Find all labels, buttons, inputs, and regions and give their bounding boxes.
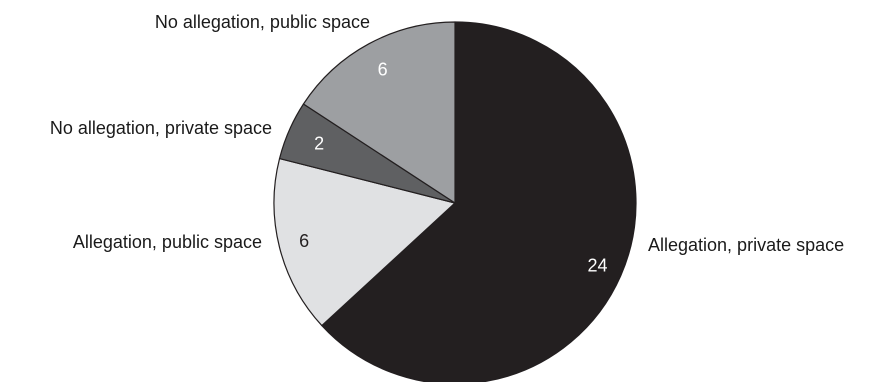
slice-value-label: 24 <box>588 256 608 276</box>
slice-category-label: No allegation, public space <box>155 12 370 32</box>
slices-layer <box>273 21 637 385</box>
slice-category-label: Allegation, private space <box>648 235 844 255</box>
slice-value-label: 6 <box>378 59 388 79</box>
slice-category-label: No allegation, private space <box>50 118 272 138</box>
slice-values-layer: 24 6 2 6 <box>299 59 607 275</box>
pie-slice-allegation-private-space <box>321 21 637 385</box>
slice-value-label: 6 <box>299 231 309 251</box>
slice-category-label: Allegation, public space <box>73 232 262 252</box>
slice-labels-layer: Allegation, private space Allegation, pub… <box>50 12 844 255</box>
slice-value-label: 2 <box>314 133 324 153</box>
pie-slice-allegation-public-space <box>273 157 456 327</box>
pie-slice-no-allegation-public-space <box>302 21 456 204</box>
